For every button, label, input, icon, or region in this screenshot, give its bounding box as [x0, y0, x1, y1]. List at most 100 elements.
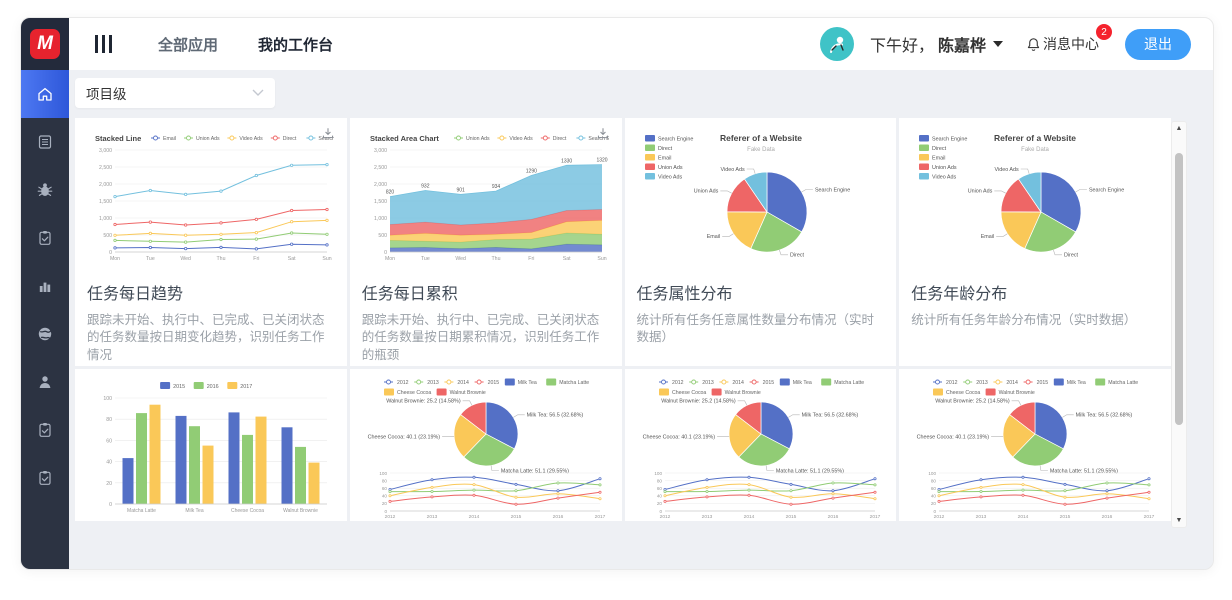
svg-text:2014: 2014	[1018, 514, 1029, 520]
svg-text:Tue: Tue	[146, 256, 155, 262]
card-combo-chart[interactable]: 2012 2013 2014 2015 Milk Tea Matcha Latte Chee…	[899, 369, 1171, 521]
svg-text:2013: 2013	[976, 380, 988, 386]
card-bar-chart[interactable]: 2015 2016 2017 0 20 40 60 80 100 Matcha Latte Milk…	[75, 369, 347, 521]
menu-collapse-icon[interactable]	[95, 35, 112, 53]
nav-all-apps[interactable]: 全部应用	[158, 36, 219, 54]
top-header: M 全部应用 我的工作台 下午好， 陈嘉桦	[21, 18, 1213, 70]
scroll-up-icon[interactable]: ▲	[1175, 125, 1183, 132]
svg-text:100: 100	[103, 396, 112, 402]
sidebar-item-home[interactable]	[21, 70, 69, 118]
svg-text:Fri: Fri	[528, 256, 534, 262]
svg-text:40: 40	[382, 494, 388, 499]
sidebar-item-review[interactable]	[21, 454, 69, 502]
svg-text:Direct: Direct	[932, 146, 947, 152]
svg-text:2012: 2012	[384, 514, 395, 520]
sidebar-item-plan[interactable]	[21, 406, 69, 454]
scrollbar[interactable]: ▲ ▼	[1171, 121, 1187, 528]
svg-text:Walnut Brownie: Walnut Brownie	[724, 390, 760, 396]
scroll-down-icon[interactable]: ▼	[1175, 517, 1183, 524]
svg-text:Union Ads: Union Ads	[466, 136, 490, 142]
svg-text:3,000: 3,000	[99, 148, 112, 154]
svg-text:2015: 2015	[1060, 514, 1071, 520]
card-task-daily-accumulation[interactable]: Stacked Area Chart Union Ads Video Ads Dire…	[349, 118, 622, 366]
app-logo[interactable]: M	[30, 29, 60, 59]
svg-text:Cheese Cocoa: 40.1 (23.19%): Cheese Cocoa: 40.1 (23.19%)	[642, 435, 715, 441]
svg-text:100: 100	[654, 471, 662, 476]
sidebar-item-tasks[interactable]	[21, 214, 69, 262]
svg-text:1330: 1330	[561, 158, 572, 164]
scope-select[interactable]: 项目级	[75, 78, 275, 108]
svg-text:80: 80	[382, 478, 388, 483]
greeting-text: 下午好，	[869, 38, 934, 55]
svg-text:Matcha Latte: Matcha Latte	[127, 508, 156, 514]
sidebar-item-stats[interactable]	[21, 262, 69, 310]
svg-text:2014: 2014	[732, 380, 744, 386]
svg-text:2015: 2015	[510, 514, 521, 520]
svg-text:1,000: 1,000	[374, 216, 387, 222]
svg-text:1,000: 1,000	[99, 216, 112, 222]
svg-text:Stacked Area Chart: Stacked Area Chart	[370, 134, 439, 143]
sidebar-item-user[interactable]	[21, 358, 69, 406]
card-combo-chart[interactable]: 2012 2013 2014 2015 Milk Tea Matcha Latte Chee…	[624, 369, 897, 521]
card-task-age-distribution[interactable]: Referer of a Website Fake Data Search Engi…	[899, 118, 1171, 366]
svg-text:Direct: Direct	[1064, 253, 1079, 259]
svg-text:932: 932	[421, 183, 430, 189]
svg-text:60: 60	[656, 486, 662, 491]
svg-text:Cheese Cocoa: Cheese Cocoa	[397, 390, 431, 396]
svg-text:80: 80	[931, 478, 937, 483]
sidebar-item-bug[interactable]	[21, 166, 69, 214]
sidebar-item-globe[interactable]	[21, 310, 69, 358]
svg-text:Milk Tea: Milk Tea	[185, 508, 203, 514]
svg-text:Sat: Sat	[563, 256, 571, 262]
card-desc: 跟踪未开始、执行中、已完成、已关闭状态的任务数量按日期变化趋势，识别任务工作情况	[87, 313, 325, 362]
svg-text:Search Engine: Search Engine	[658, 137, 693, 143]
svg-text:2017: 2017	[1144, 514, 1155, 520]
svg-text:20: 20	[931, 501, 937, 506]
clipboard-check-icon	[39, 471, 51, 485]
user-menu[interactable]: 下午好， 陈嘉桦	[870, 32, 1003, 56]
svg-text:2016: 2016	[1102, 514, 1113, 520]
chart-pie-line-combo: 2012 2013 2014 2015 Milk Tea Matcha Latte Chee…	[362, 374, 609, 520]
svg-text:2013: 2013	[426, 514, 437, 520]
svg-text:Union Ads: Union Ads	[196, 136, 220, 142]
svg-text:934: 934	[492, 184, 501, 190]
svg-text:60: 60	[106, 438, 112, 444]
svg-text:Matcha Latte: 51.1 (29.55%): Matcha Latte: 51.1 (29.55%)	[1050, 468, 1118, 474]
svg-text:2012: 2012	[672, 380, 684, 386]
svg-text:Walnut Brownie: 25.2 (14.58%): Walnut Brownie: 25.2 (14.58%)	[935, 399, 1010, 405]
svg-text:2014: 2014	[743, 514, 754, 520]
svg-text:2013: 2013	[701, 514, 712, 520]
svg-text:Cheese Cocoa: Cheese Cocoa	[946, 390, 980, 396]
logout-button[interactable]: 退出	[1125, 28, 1191, 60]
svg-text:2013: 2013	[427, 380, 439, 386]
svg-text:2012: 2012	[397, 380, 409, 386]
svg-text:Milk Tea: Milk Tea	[792, 380, 811, 386]
message-center[interactable]: 消息中心 2	[1025, 24, 1112, 54]
user-name: 陈嘉桦	[937, 38, 986, 55]
download-icon[interactable]	[321, 126, 337, 142]
svg-text:Sun: Sun	[322, 256, 331, 262]
svg-text:Sun: Sun	[597, 256, 606, 262]
nav-my-workbench[interactable]: 我的工作台	[258, 36, 334, 54]
svg-text:Walnut Brownie: Walnut Brownie	[283, 508, 318, 514]
logo-block[interactable]: M	[21, 18, 69, 70]
card-desc: 统计所有任务任意属性数量分布情况（实时数据）	[636, 313, 875, 345]
sidebar-item-documents[interactable]	[21, 118, 69, 166]
svg-text:Email: Email	[932, 156, 945, 162]
svg-text:Walnut Brownie: 25.2 (14.58%): Walnut Brownie: 25.2 (14.58%)	[661, 399, 736, 405]
svg-text:Video Ads: Video Ads	[720, 167, 744, 173]
svg-text:0: 0	[384, 250, 387, 256]
svg-text:Cheese Cocoa: Cheese Cocoa	[672, 390, 706, 396]
card-task-attribute-distribution[interactable]: Referer of a Website Fake Data Search Engi…	[624, 118, 897, 366]
scroll-thumb[interactable]	[1174, 153, 1183, 425]
svg-text:2015: 2015	[762, 380, 774, 386]
svg-text:2,000: 2,000	[99, 182, 112, 188]
avatar[interactable]	[819, 27, 854, 61]
card-combo-chart[interactable]: 2012 2013 2014 2015 Milk Tea Matcha Latte Chee…	[349, 369, 622, 521]
svg-text:3,000: 3,000	[374, 148, 387, 154]
svg-text:Matcha Latte: Matcha Latte	[834, 380, 864, 386]
card-task-daily-trend[interactable]: Stacked Line Email Union Ads Video Ads Direc…	[75, 118, 347, 366]
svg-text:Search Engine: Search Engine	[1089, 187, 1124, 193]
download-icon[interactable]	[596, 126, 612, 142]
svg-text:Video Ads: Video Ads	[509, 136, 533, 142]
